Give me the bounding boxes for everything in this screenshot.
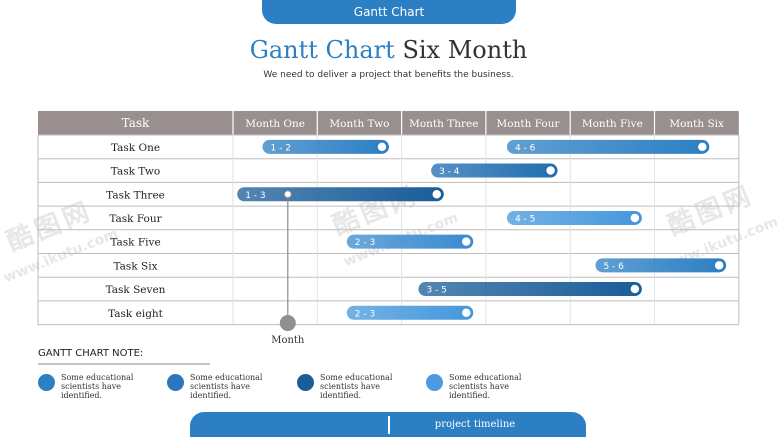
bar-end-knob — [629, 212, 641, 224]
bar-end-knob — [460, 307, 473, 319]
bar-label: 1 - 2 — [271, 143, 291, 153]
notes-divider — [38, 363, 210, 365]
note-text: Some educational scientists have identif… — [449, 373, 522, 400]
gantt-bar — [346, 234, 474, 249]
notes-title: GANTT CHART NOTE: — [38, 348, 144, 359]
bar-label: 5 - 6 — [603, 262, 624, 272]
bar-label: 1 - 3 — [245, 191, 265, 201]
page-title-highlight: Gantt Chart — [249, 36, 395, 64]
header-month-label: Month Three — [409, 118, 478, 130]
page-subtitle: We need to deliver a project that benefi… — [263, 70, 514, 80]
task-name: Task Three — [106, 189, 165, 201]
note-dot-icon — [167, 374, 184, 391]
task-name: Task Six — [113, 260, 157, 272]
header-month-label: Month Five — [582, 118, 643, 130]
header-month-label: Month One — [245, 118, 305, 130]
bar-label: 4 - 5 — [515, 214, 535, 224]
bar-label: 3 - 5 — [426, 286, 446, 296]
bar-end-knob — [713, 259, 725, 272]
header-month-label: Month Two — [329, 118, 389, 130]
task-name: Task One — [111, 142, 160, 154]
header-task-label: Task — [122, 116, 150, 130]
gantt-bar — [506, 210, 642, 225]
note-item: Some educational scientists have identif… — [297, 373, 400, 400]
bar-end-knob — [696, 141, 709, 153]
note-item: Some educational scientists have identif… — [167, 373, 270, 400]
note-text: Some educational scientists have identif… — [61, 373, 134, 400]
bar-end-knob — [460, 235, 473, 248]
task-name: Task Five — [110, 237, 160, 249]
note-item: Some educational scientists have identif… — [426, 373, 529, 400]
note-dot-icon — [38, 374, 55, 391]
header-month-label: Month Six — [669, 118, 724, 130]
task-name: Task Seven — [106, 284, 166, 296]
gantt-bar — [346, 305, 474, 320]
month-marker-dot — [279, 315, 296, 331]
task-name: Task Two — [111, 166, 160, 178]
month-marker-label: Month — [271, 335, 305, 346]
header-tab: Gantt Chart — [262, 0, 516, 24]
gantt-bar — [431, 163, 558, 178]
note-dot-icon — [297, 374, 314, 391]
task-name: Task eight — [108, 308, 164, 320]
bar-end-knob — [376, 141, 388, 153]
bar-end-knob — [629, 283, 641, 295]
gantt-bar — [418, 282, 642, 297]
bar-end-knob — [544, 164, 557, 177]
footer-label: project timeline — [434, 419, 516, 430]
gantt-bar — [237, 187, 444, 202]
page-title-rest: Six Month — [402, 36, 528, 64]
header-tab-label: Gantt Chart — [353, 5, 425, 19]
bar-label: 2 - 3 — [355, 238, 375, 248]
note-text: Some educational scientists have identif… — [190, 373, 263, 400]
bar-label: 4 - 6 — [515, 143, 536, 153]
month-marker-top-dot — [283, 190, 292, 199]
page-title: Gantt Chart Six Month — [0, 36, 777, 64]
footer-divider — [388, 416, 390, 434]
header-month-label: Month Four — [497, 118, 561, 130]
task-name: Task Four — [109, 213, 162, 225]
note-dot-icon — [426, 374, 443, 391]
gantt-bar — [595, 258, 727, 273]
bar-end-knob — [431, 188, 443, 200]
bar-label: 2 - 3 — [355, 309, 375, 319]
note-item: Some educational scientists have identif… — [38, 373, 141, 400]
bar-label: 3 - 4 — [439, 167, 460, 177]
note-text: Some educational scientists have identif… — [320, 373, 393, 400]
gantt-bar — [262, 139, 389, 154]
header-row-bg — [38, 111, 739, 135]
gantt-bar — [506, 139, 710, 154]
